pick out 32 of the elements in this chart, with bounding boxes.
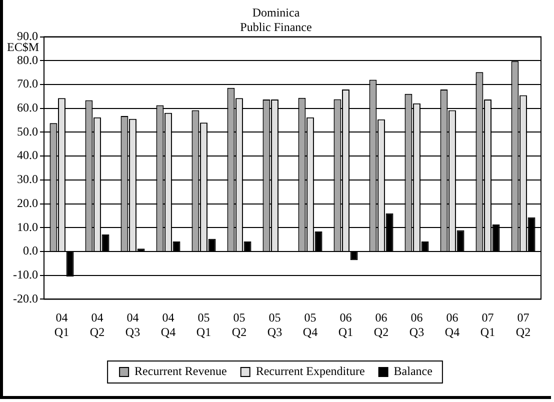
y-tick-label: -20.0 bbox=[12, 291, 38, 306]
x-tick-label: 04 Q1 bbox=[54, 310, 70, 339]
x-tick-label: 04 Q2 bbox=[90, 310, 105, 339]
y-tick-label: 0.0 bbox=[22, 244, 38, 258]
y-tick-label: 90.0 bbox=[16, 28, 38, 43]
x-tick-label: 05 Q4 bbox=[302, 310, 318, 339]
x-tick-label: 05 Q3 bbox=[267, 310, 282, 339]
y-tick-label: 20.0 bbox=[16, 196, 38, 210]
x-tick-label: 06 Q1 bbox=[338, 310, 354, 339]
y-tick-label: 50.0 bbox=[16, 124, 38, 138]
x-tick-label: 05 Q2 bbox=[232, 310, 247, 339]
y-tick-label: 40.0 bbox=[16, 148, 38, 162]
x-tick-label: 06 Q2 bbox=[374, 310, 389, 339]
x-tick-label: 05 Q1 bbox=[196, 310, 212, 339]
y-tick-label: 80.0 bbox=[16, 52, 38, 67]
legend-label: Balance bbox=[394, 364, 432, 378]
chart-subtitle: Public Finance bbox=[240, 20, 312, 34]
y-tick-label: 60.0 bbox=[16, 100, 38, 115]
x-tick-label: 04 Q3 bbox=[125, 310, 140, 339]
chart-title: Dominica bbox=[252, 5, 300, 20]
legend-label: Recurrent Expenditure bbox=[256, 364, 365, 378]
x-tick-label: 07 Q2 bbox=[516, 310, 531, 339]
x-tick-label: 04 Q4 bbox=[160, 310, 176, 339]
x-tick-label: 07 Q1 bbox=[480, 310, 496, 339]
y-tick-label: -10.0 bbox=[12, 268, 38, 282]
x-tick-label: 06 Q3 bbox=[409, 310, 424, 339]
legend-label: Recurrent Revenue bbox=[134, 364, 227, 378]
y-axis-title: EC$M bbox=[7, 40, 40, 55]
y-tick-label: 10.0 bbox=[16, 220, 38, 234]
y-tick-label: 30.0 bbox=[16, 172, 38, 186]
x-tick-label: 06 Q4 bbox=[444, 310, 460, 339]
y-tick-label: 70.0 bbox=[16, 76, 38, 91]
